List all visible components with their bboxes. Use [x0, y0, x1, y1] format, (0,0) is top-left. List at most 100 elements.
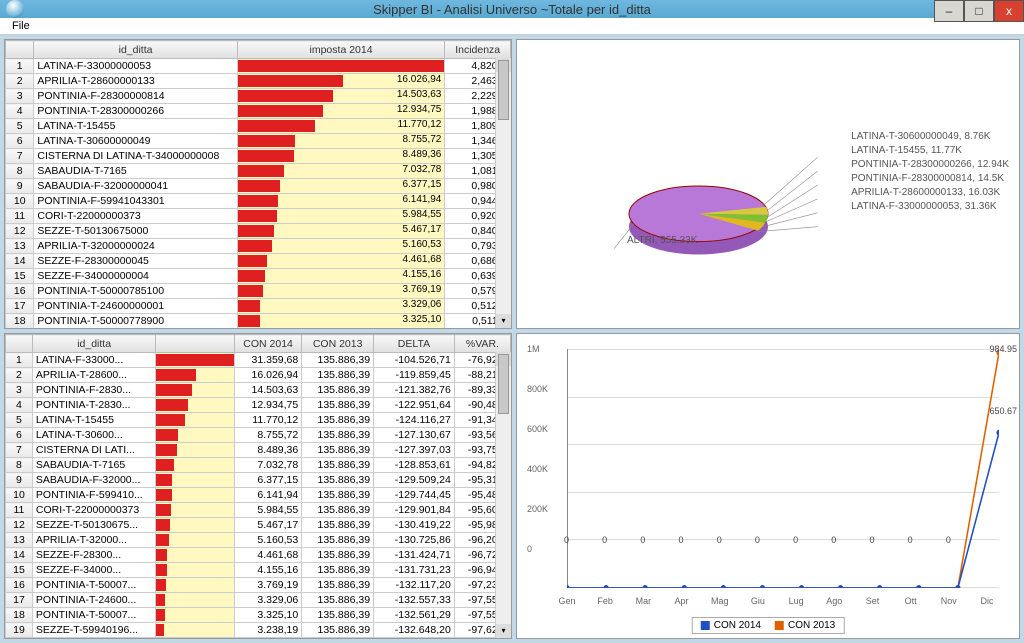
cell-bar: [156, 608, 235, 623]
table-row[interactable]: 4PONTINIA-T-2830000026612.934,751,988%: [6, 104, 511, 119]
table-row[interactable]: 9SABAUDIA-F-32000...6.377,15135.886,39-1…: [6, 473, 511, 488]
table-row[interactable]: 16PONTINIA-T-50007...3.769,19135.886,39-…: [6, 578, 511, 593]
table-row[interactable]: 6LATINA-T-306000000498.755,721,346%: [6, 134, 511, 149]
table-row[interactable]: 9SABAUDIA-F-320000000416.377,150,980%: [6, 179, 511, 194]
cell-id-ditta: LATINA-F-33000...: [32, 353, 155, 368]
x-tick-label: Set: [866, 596, 880, 606]
table-row[interactable]: 11CORI-T-220000003735.984,550,920%: [6, 209, 511, 224]
pie-altri-label: ALTRI, 555.33K: [627, 235, 697, 246]
table-row[interactable]: 14SEZZE-F-28300...4.461,68135.886,39-131…: [6, 548, 511, 563]
cell-bar: [156, 548, 235, 563]
table-row[interactable]: 13APRILIA-T-32000...5.160,53135.886,39-1…: [6, 533, 511, 548]
cell-id-ditta: PONTINIA-T-24600000001: [34, 299, 237, 314]
cell-con2014: 3.325,10: [234, 608, 301, 623]
table-row[interactable]: 17PONTINIA-T-24600...3.329,06135.886,39-…: [6, 593, 511, 608]
table-row[interactable]: 2APRILIA-T-2860000013316.026,942,463%: [6, 74, 511, 89]
table-row[interactable]: 8SABAUDIA-T-71657.032,781,081%: [6, 164, 511, 179]
table-row[interactable]: 3PONTINIA-F-2830...14.503,63135.886,39-1…: [6, 383, 511, 398]
pie-label: APRILIA-T-28600000133, 16.03K: [851, 186, 1009, 200]
table-row[interactable]: 3PONTINIA-F-2830000081414.503,632,229%: [6, 89, 511, 104]
cell-delta: -124.116,27: [374, 413, 455, 428]
cell-rownum: 3: [6, 89, 34, 104]
th-con2013[interactable]: CON 2013: [302, 335, 374, 353]
x-tick-label: Apr: [675, 596, 689, 606]
vscrollbar[interactable]: ▴ ▾: [495, 352, 511, 638]
cell-delta: -104.526,71: [374, 353, 455, 368]
maximize-button[interactable]: □: [964, 0, 994, 22]
table-row[interactable]: 13APRILIA-T-320000000245.160,530,793%: [6, 239, 511, 254]
scroll-down-icon[interactable]: ▾: [496, 624, 511, 638]
th-delta[interactable]: DELTA: [374, 335, 455, 353]
cell-delta: -127.397,03: [374, 443, 455, 458]
table-row[interactable]: 7CISTERNA DI LATINA-T-340000000088.489,3…: [6, 149, 511, 164]
th-bar[interactable]: [156, 335, 235, 353]
cell-con2013: 135.886,39: [302, 413, 374, 428]
y-tick-label: 200K: [527, 504, 548, 514]
scroll-thumb[interactable]: [498, 354, 509, 414]
th-con2014[interactable]: CON 2014: [234, 335, 301, 353]
th-id-ditta[interactable]: id_ditta: [32, 335, 155, 353]
table-row[interactable]: 10PONTINIA-F-599410433016.141,940,944%: [6, 194, 511, 209]
cell-delta: -121.382,76: [374, 383, 455, 398]
cell-bar: [156, 578, 235, 593]
th-rownum[interactable]: [6, 41, 34, 59]
th-imposta[interactable]: imposta 2014: [237, 41, 445, 59]
table-row[interactable]: 1LATINA-F-3300000005331.359,684,820%: [6, 59, 511, 74]
cell-rownum: 5: [6, 119, 34, 134]
th-incidenza[interactable]: Incidenza: [445, 41, 511, 59]
table-row[interactable]: 18PONTINIA-T-500007789003.325,100,511%: [6, 314, 511, 329]
cell-con2013: 135.886,39: [302, 608, 374, 623]
table-imposta[interactable]: id_ditta imposta 2014 Incidenza 1LATINA-…: [5, 40, 511, 329]
cell-id-ditta: PONTINIA-F-59941043301: [34, 194, 237, 209]
cell-con2014: 16.026,94: [234, 368, 301, 383]
table-row[interactable]: 1LATINA-F-33000...31.359,68135.886,39-10…: [6, 353, 511, 368]
table-row[interactable]: 15SEZZE-F-34000...4.155,16135.886,39-131…: [6, 563, 511, 578]
th-var[interactable]: %VAR.: [454, 335, 510, 353]
table-row[interactable]: 19SEZZE-T-599401960003.229,190,498%: [6, 329, 511, 330]
cell-rownum: 16: [6, 578, 33, 593]
table-row[interactable]: 7CISTERNA DI LATI...8.489,36135.886,39-1…: [6, 443, 511, 458]
cell-id-ditta: LATINA-T-15455: [34, 119, 237, 134]
th-rownum[interactable]: [6, 335, 33, 353]
table-row[interactable]: 11CORI-T-220000003735.984,55135.886,39-1…: [6, 503, 511, 518]
table-row[interactable]: 4PONTINIA-T-2830...12.934,75135.886,39-1…: [6, 398, 511, 413]
minimize-button[interactable]: –: [934, 0, 964, 22]
table-row[interactable]: 16PONTINIA-T-500007851003.769,190,579%: [6, 284, 511, 299]
table-row[interactable]: 18PONTINIA-T-50007...3.325,10135.886,39-…: [6, 608, 511, 623]
table-row[interactable]: 6LATINA-T-30600...8.755,72135.886,39-127…: [6, 428, 511, 443]
cell-delta: -132.561,29: [374, 608, 455, 623]
table-row[interactable]: 19SEZZE-T-59940196...3.238,19135.886,39-…: [6, 623, 511, 638]
table-delta[interactable]: id_ditta CON 2014 CON 2013 DELTA %VAR. 1…: [5, 334, 511, 638]
cell-bar: 3.229,19: [237, 329, 445, 330]
cell-con2013: 135.886,39: [302, 563, 374, 578]
table-row[interactable]: 2APRILIA-T-28600...16.026,94135.886,39-1…: [6, 368, 511, 383]
scroll-thumb[interactable]: [498, 60, 509, 120]
cell-con2014: 6.377,15: [234, 473, 301, 488]
x-tick-label: Giu: [751, 596, 765, 606]
menu-file[interactable]: File: [6, 18, 36, 34]
cell-rownum: 19: [6, 623, 33, 638]
th-id-ditta[interactable]: id_ditta: [34, 41, 237, 59]
table-row[interactable]: 12SEZZE-T-501306750005.467,170,840%: [6, 224, 511, 239]
table-row[interactable]: 15SEZZE-F-340000000044.155,160,639%: [6, 269, 511, 284]
scroll-down-icon[interactable]: ▾: [496, 314, 511, 328]
table-row[interactable]: 5LATINA-T-1545511.770,121,809%: [6, 119, 511, 134]
cell-con2013: 135.886,39: [302, 383, 374, 398]
table-row[interactable]: 5LATINA-T-1545511.770,12135.886,39-124.1…: [6, 413, 511, 428]
table-row[interactable]: 14SEZZE-F-283000000454.461,680,686%: [6, 254, 511, 269]
point-label-zero: 0: [755, 535, 760, 545]
cell-rownum: 15: [6, 269, 34, 284]
cell-delta: -131.731,23: [374, 563, 455, 578]
table-row[interactable]: 12SEZZE-T-50130675...5.467,17135.886,39-…: [6, 518, 511, 533]
cell-rownum: 8: [6, 458, 33, 473]
cell-con2014: 4.155,16: [234, 563, 301, 578]
close-button[interactable]: x: [994, 0, 1024, 22]
table-row[interactable]: 10PONTINIA-F-599410...6.141,94135.886,39…: [6, 488, 511, 503]
vscrollbar[interactable]: ▴ ▾: [495, 58, 511, 328]
cell-incidenza: 0,498%: [445, 329, 511, 330]
cell-rownum: 9: [6, 473, 33, 488]
table-row[interactable]: 8SABAUDIA-T-71657.032,78135.886,39-128.8…: [6, 458, 511, 473]
table-row[interactable]: 17PONTINIA-T-246000000013.329,060,512%: [6, 299, 511, 314]
cell-con2013: 135.886,39: [302, 353, 374, 368]
x-tick-label: Mag: [711, 596, 729, 606]
